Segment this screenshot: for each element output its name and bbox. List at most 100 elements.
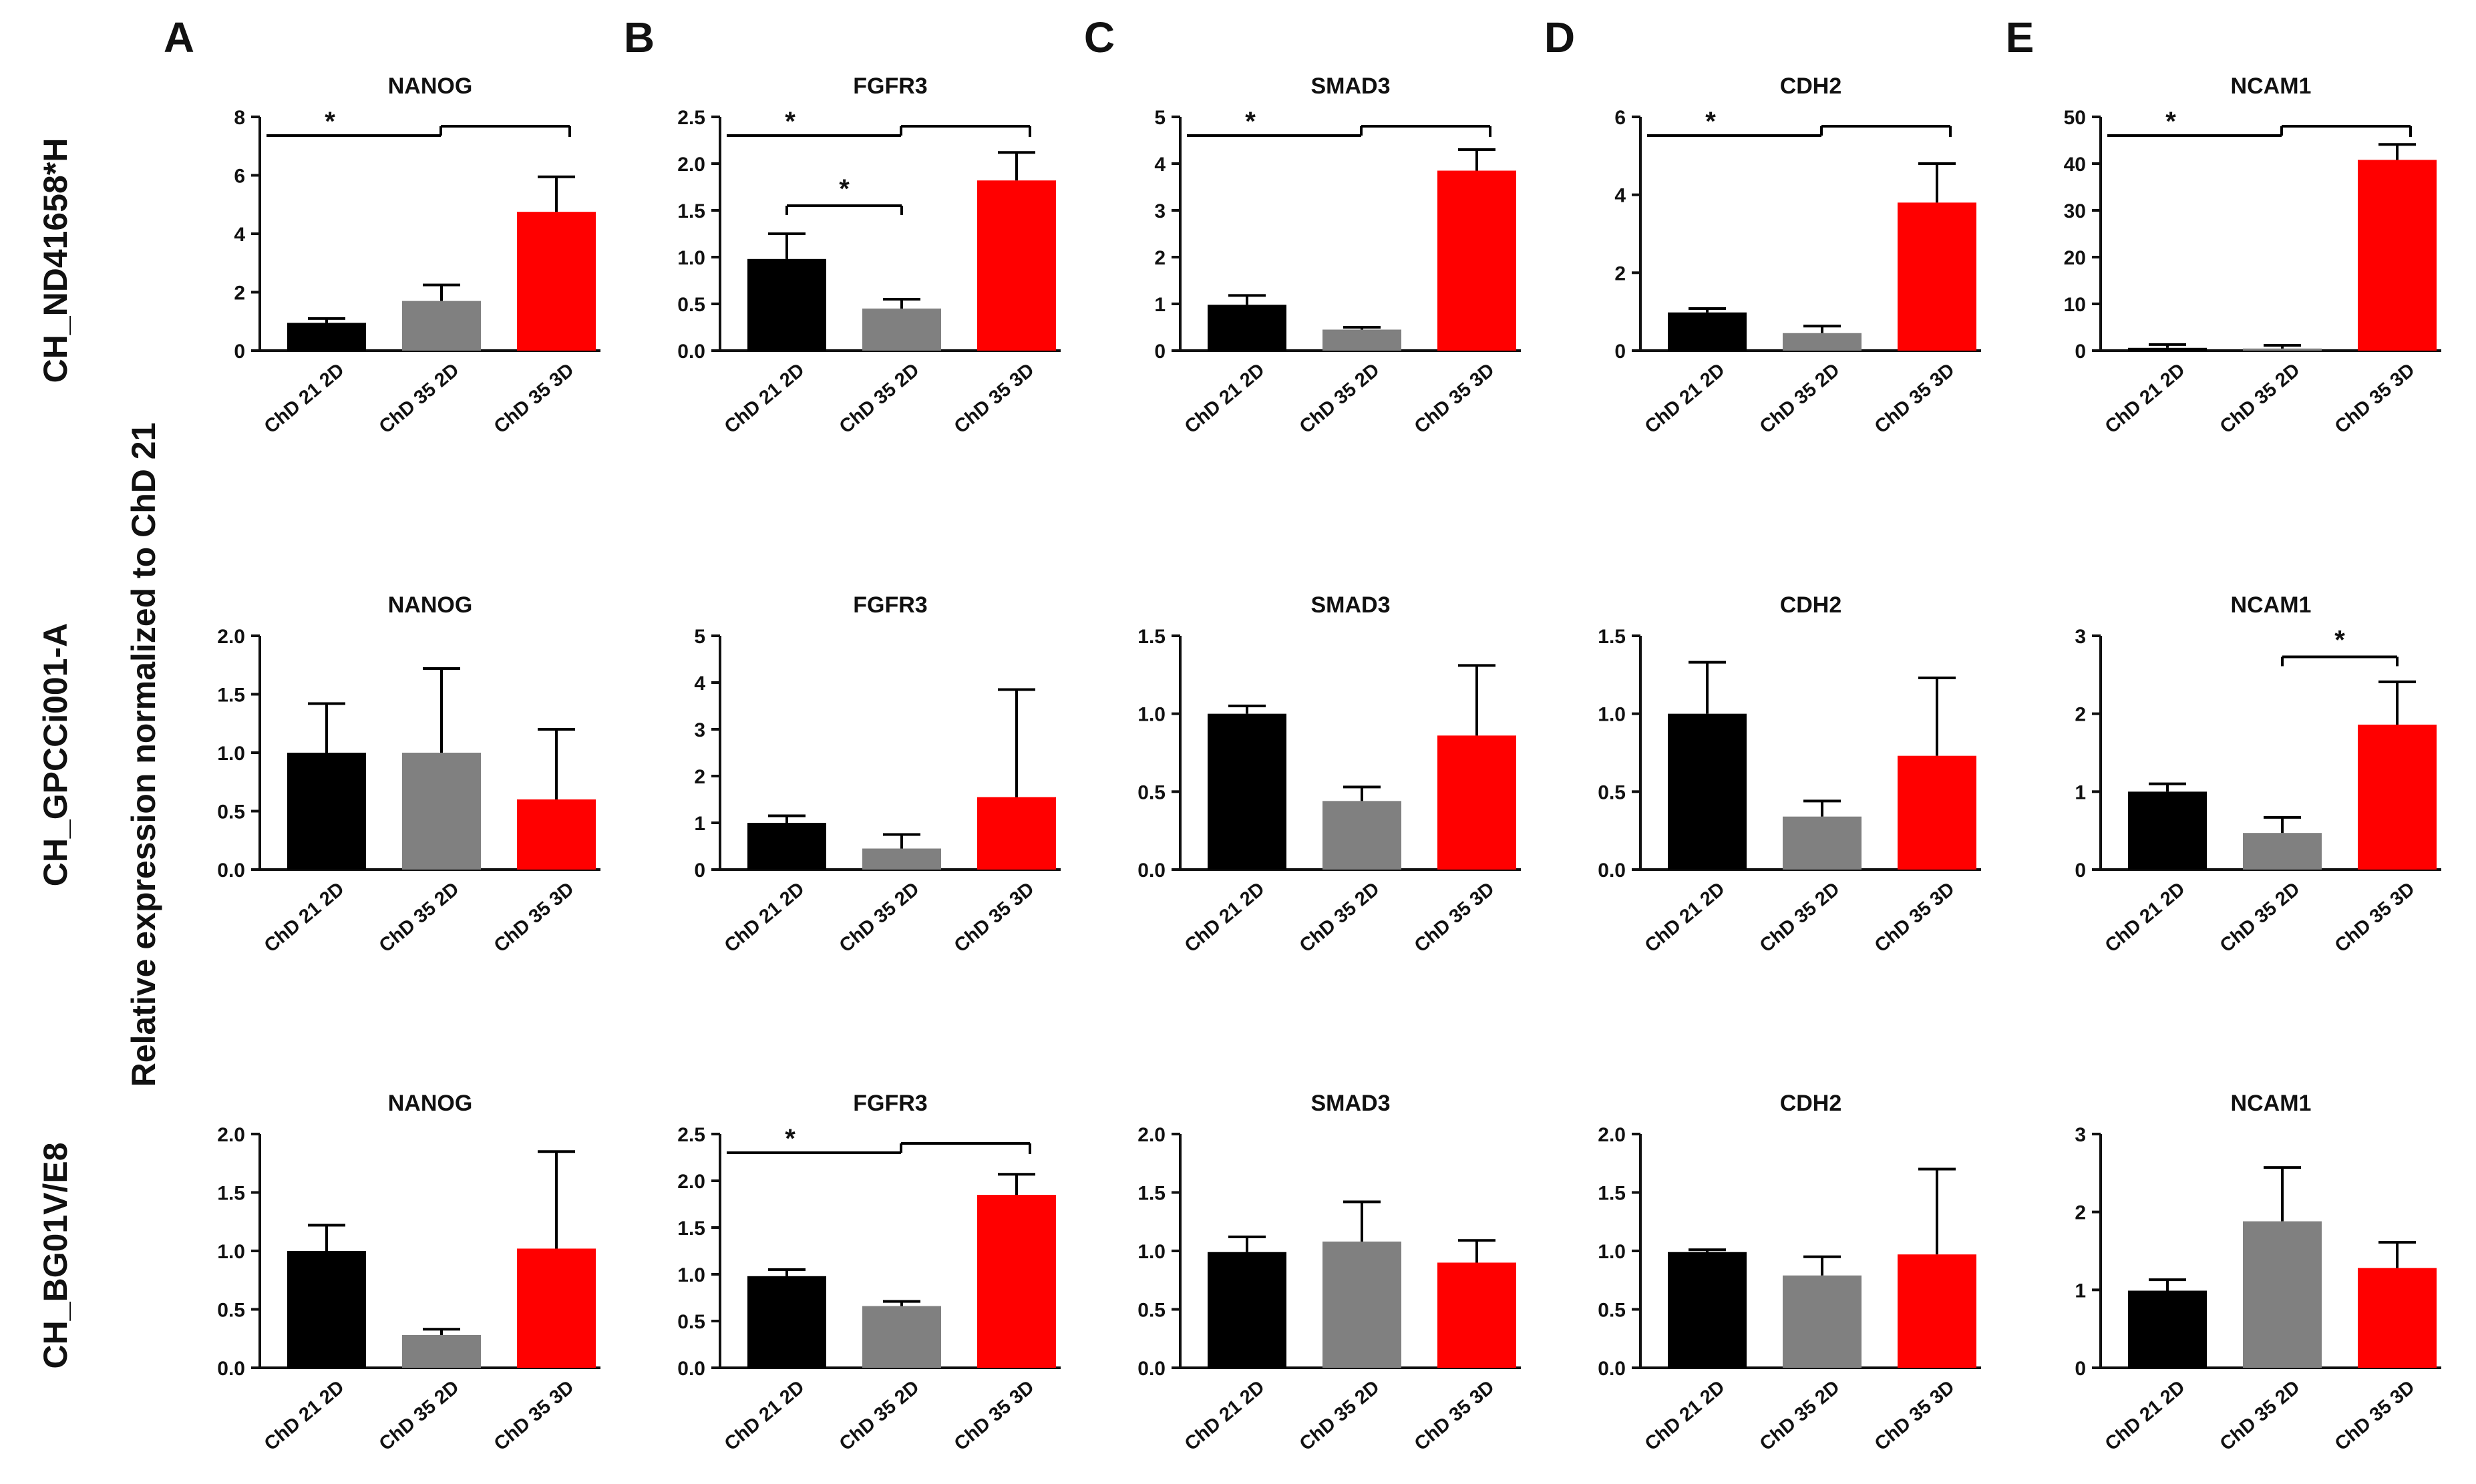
category-label: ChD 21 2D	[1641, 359, 1729, 438]
chart-ncam1-r1: NCAM1 0 10 20 30 40 50 ChD 21 2D ChD 35 2D ChD 35…	[2064, 73, 2441, 438]
y-tick-label: 1.0	[217, 1241, 245, 1263]
bar-chd-21-2d	[2128, 791, 2207, 870]
category-label: ChD 35 2D	[2216, 878, 2304, 957]
y-tick-label: 50	[2064, 107, 2086, 129]
y-tick-label: 0.0	[1598, 860, 1626, 882]
chart-cdh2-r1: CDH2 0 2 4 6 ChD 21 2D ChD 35 2D ChD 35 3D *	[1614, 73, 1981, 438]
y-tick-label: 1.0	[217, 743, 245, 765]
bar-chd-35-2d	[402, 301, 481, 351]
bar-chd-35-3d	[2358, 725, 2437, 870]
bar-chd-21-2d	[747, 823, 826, 870]
y-tick-label: 2	[694, 766, 705, 788]
row-label-1: CH_ND41658*H	[37, 138, 74, 383]
chart-smad3-r1: SMAD3 0 1 2 3 4 5 ChD 21 2D ChD 35 2D ChD 35 3D *	[1154, 73, 1521, 438]
category-label: ChD 21 2D	[2101, 878, 2189, 957]
y-tick-label: 2.5	[677, 1124, 705, 1146]
category-label: ChD 21 2D	[721, 359, 809, 438]
y-tick-label: 0	[2075, 1358, 2086, 1380]
category-label: ChD 35 3D	[490, 359, 578, 438]
category-label: ChD 35 3D	[1411, 1376, 1499, 1455]
bar-chd-35-3d	[1437, 170, 1516, 351]
bar-chd-21-2d	[1668, 312, 1747, 351]
y-tick-label: 0.5	[677, 294, 705, 316]
bar-chd-35-3d	[1898, 202, 1976, 351]
bar-chd-21-2d	[747, 1276, 826, 1368]
bar-chd-35-2d	[1322, 1242, 1401, 1368]
chart-title: SMAD3	[1310, 592, 1390, 618]
category-label: ChD 35 3D	[950, 1376, 1039, 1455]
bar-chd-35-2d	[862, 309, 941, 351]
y-tick-label: 2.0	[677, 1171, 705, 1193]
category-label: ChD 35 3D	[2331, 1376, 2419, 1455]
y-tick-label: 0	[234, 341, 245, 363]
bar-chd-35-2d	[402, 753, 481, 870]
y-tick-label: 0.0	[1137, 1358, 1166, 1380]
y-tick-label: 2	[2075, 704, 2086, 726]
y-tick-label: 8	[234, 107, 245, 129]
y-tick-label: 1	[2075, 1280, 2086, 1302]
category-label: ChD 35 2D	[1756, 878, 1844, 957]
y-tick-label: 2	[1614, 262, 1626, 285]
y-tick-label: 0	[694, 860, 705, 882]
significance-star: *	[785, 1124, 795, 1153]
y-tick-label: 1.0	[1598, 1241, 1626, 1263]
y-tick-label: 4	[1154, 154, 1166, 176]
category-label: ChD 35 3D	[1871, 878, 1959, 957]
category-label: ChD 35 3D	[2331, 359, 2419, 438]
chart-title: NCAM1	[2231, 1091, 2312, 1116]
bar-chd-35-3d	[517, 1248, 596, 1368]
y-tick-label: 3	[2075, 626, 2086, 648]
category-label: ChD 35 3D	[490, 878, 578, 957]
chart-smad3-r2: SMAD3 0.0 0.5 1.0 1.5 ChD 21 2D ChD 35 2D ChD 3…	[1137, 592, 1521, 957]
y-tick-label: 1	[1154, 294, 1166, 316]
y-tick-label: 0.0	[217, 1358, 245, 1380]
chart-title: FGFR3	[853, 73, 927, 99]
y-tick-label: 0.5	[1598, 1300, 1626, 1322]
y-tick-label: 40	[2064, 154, 2086, 176]
y-tick-label: 3	[2075, 1124, 2086, 1146]
panel-letter-c: C	[1084, 13, 1115, 61]
y-tick-label: 0.0	[677, 341, 705, 363]
category-label: ChD 35 3D	[950, 359, 1039, 438]
category-label: ChD 35 2D	[1296, 359, 1384, 438]
y-tick-label: 2.0	[217, 626, 245, 648]
bar-chd-21-2d	[287, 323, 366, 351]
category-label: ChD 35 3D	[1871, 359, 1959, 438]
bar-chd-21-2d	[1208, 305, 1286, 351]
chart-fgfr3-r1: FGFR3 0.0 0.5 1.0 1.5 2.0 2.5 ChD 21 2D ChD 35 2…	[677, 73, 1061, 438]
bar-chd-35-3d	[1437, 735, 1516, 870]
bar-chd-35-2d	[1783, 333, 1862, 351]
chart-title: NCAM1	[2231, 73, 2312, 99]
bar-chd-35-3d	[1898, 1254, 1976, 1368]
y-tick-label: 2.5	[677, 107, 705, 129]
y-tick-label: 1.0	[677, 247, 705, 269]
category-label: ChD 35 3D	[1411, 359, 1499, 438]
y-tick-label: 1.0	[1137, 704, 1166, 726]
category-label: ChD 35 2D	[375, 878, 464, 957]
y-tick-label: 0.5	[1137, 1300, 1166, 1322]
category-label: ChD 21 2D	[1181, 359, 1269, 438]
panel-letter-b: B	[624, 13, 655, 61]
y-tick-label: 1.5	[677, 1218, 705, 1240]
y-tick-label: 2.0	[1598, 1124, 1626, 1146]
y-tick-label: 6	[234, 166, 245, 188]
y-tick-label: 1.0	[1137, 1241, 1166, 1263]
y-tick-label: 3	[694, 719, 705, 741]
chart-fgfr3-r2: FGFR3 0 1 2 3 4 5 ChD 21 2D ChD 35 2D ChD 35 3D	[694, 592, 1061, 957]
y-tick-label: 1.5	[1137, 626, 1166, 648]
category-label: ChD 35 2D	[1756, 1376, 1844, 1455]
category-label: ChD 35 2D	[1296, 878, 1384, 957]
bar-chd-35-3d	[517, 212, 596, 351]
category-label: ChD 21 2D	[260, 1376, 349, 1455]
significance-star: *	[325, 107, 335, 136]
bar-chd-35-3d	[2358, 1268, 2437, 1368]
bar-chd-35-3d	[977, 1195, 1056, 1368]
y-tick-label: 0	[2075, 341, 2086, 363]
y-tick-label: 4	[694, 673, 705, 695]
category-label: ChD 21 2D	[2101, 1376, 2189, 1455]
bar-chd-21-2d	[1668, 713, 1747, 870]
category-label: ChD 35 3D	[950, 878, 1039, 957]
category-label: ChD 21 2D	[721, 1376, 809, 1455]
significance-star: *	[2334, 626, 2345, 655]
